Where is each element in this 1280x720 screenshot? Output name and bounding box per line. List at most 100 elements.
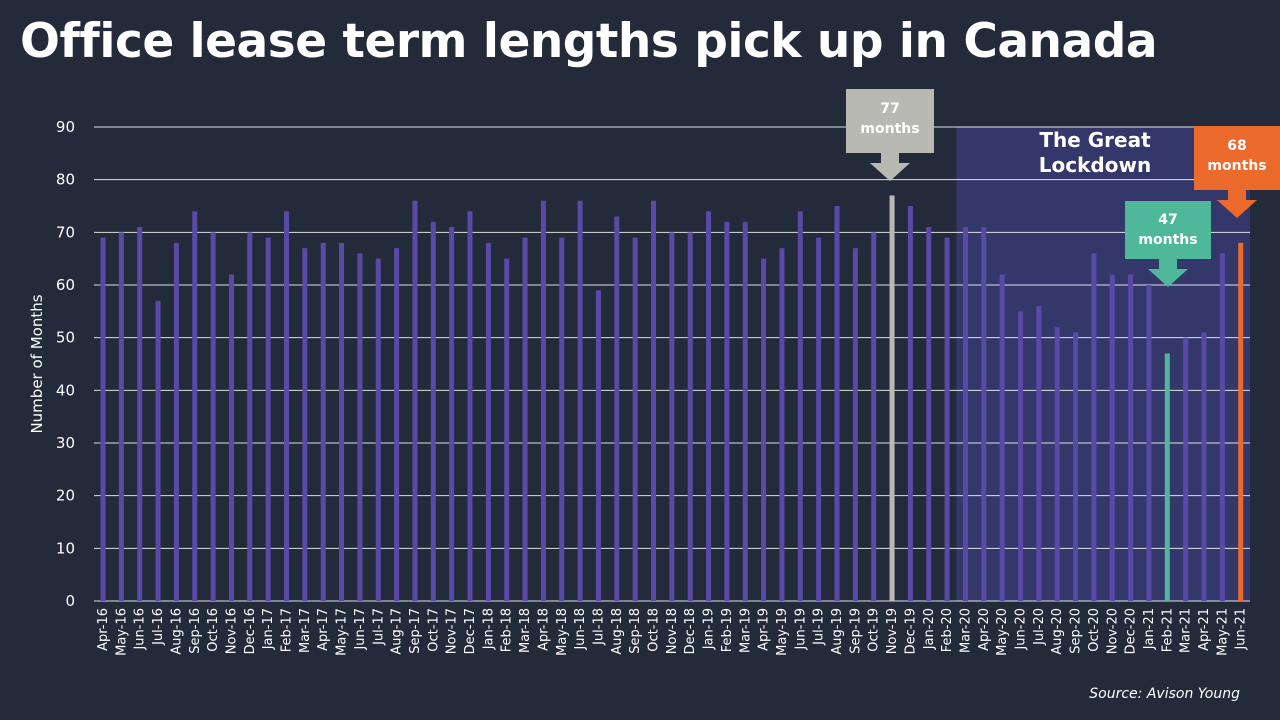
x-tick-label: Dec-17: [463, 608, 478, 654]
x-tick-label: Jul-19: [812, 608, 827, 646]
low-callout: 47 months: [1125, 201, 1211, 287]
bar-dec-18: [687, 232, 693, 602]
low-arrow-stem: [1159, 259, 1177, 269]
bar-feb-17: [284, 211, 289, 601]
x-tick-label: Jun-18: [573, 608, 588, 651]
bar-feb-19: [724, 221, 730, 602]
bar-mar-18: [522, 237, 528, 601]
x-tick-label: Nov-19: [885, 608, 900, 654]
low-callout-label: 47 months: [1125, 201, 1211, 259]
y-axis-title: Number of Months: [28, 294, 46, 433]
x-tick-label: Jan-18: [481, 608, 496, 650]
x-tick-label: Feb-20: [940, 608, 955, 652]
peak-callout-label: 77 months: [846, 89, 934, 153]
y-tick-label: 80: [56, 171, 75, 189]
latest-arrow-head: [1217, 200, 1257, 218]
x-tick-label: Mar-20: [958, 608, 973, 653]
x-tick-label: Jul-17: [371, 608, 386, 646]
bar-may-16: [118, 232, 124, 602]
x-tick-label: Apr-16: [96, 608, 111, 651]
x-tick-label: Jan-17: [261, 608, 276, 650]
bar-mar-21: [1183, 337, 1189, 601]
low-arrow-head: [1148, 269, 1188, 287]
x-tick-label: Jun-21: [1234, 608, 1249, 651]
bar-jul-16: [155, 300, 161, 601]
x-tick-label: Nov-18: [665, 608, 680, 654]
x-tick-label: Nov-17: [445, 608, 460, 654]
bar-jul-18: [595, 290, 601, 601]
y-tick-label: 70: [56, 223, 75, 241]
x-tick-label: Jul-16: [151, 608, 166, 646]
x-tick-label: May-17: [335, 608, 350, 656]
bar-mar-17: [302, 248, 308, 601]
bar-apr-18: [540, 200, 546, 601]
bar-jun-19: [797, 211, 803, 601]
bar-sep-16: [192, 211, 198, 601]
bar-jul-19: [816, 237, 822, 601]
bar-may-18: [559, 237, 565, 601]
bar-apr-19: [761, 258, 767, 601]
bar-oct-18: [651, 200, 656, 601]
x-tick-label: Feb-21: [1160, 608, 1175, 652]
bar-aug-18: [614, 216, 620, 602]
bar-mar-19: [742, 221, 748, 602]
bar-aug-19: [834, 206, 840, 601]
bar-aug-20: [1054, 327, 1060, 601]
y-tick-label: 40: [56, 381, 75, 399]
x-tick-label: Sep-16: [188, 608, 203, 654]
bar-jul-17: [375, 258, 381, 601]
bar-dec-16: [247, 232, 253, 602]
x-tick-label: Jun-19: [793, 608, 808, 651]
bar-sep-17: [412, 200, 418, 601]
x-tick-label: Jan-20: [922, 608, 937, 650]
y-tick-label: 20: [56, 487, 75, 505]
bar-feb-20: [944, 237, 950, 601]
x-tick-label: Aug-17: [390, 608, 405, 655]
y-tick-label: 0: [65, 592, 75, 610]
bar-feb-21: [1164, 353, 1170, 601]
bar-apr-16: [100, 237, 106, 601]
x-tick-label: Jun-16: [133, 608, 148, 651]
latest-arrow-stem: [1228, 190, 1246, 200]
bar-aug-16: [173, 242, 179, 601]
bar-may-17: [339, 242, 345, 601]
x-tick-label: Mar-18: [518, 608, 533, 653]
x-tick-label: Oct-18: [647, 608, 662, 652]
x-tick-label: Dec-19: [903, 608, 918, 654]
bar-feb-18: [504, 258, 510, 601]
x-tick-label: May-16: [114, 608, 129, 656]
x-tick-label: Feb-17: [280, 608, 295, 652]
x-tick-label: Sep-17: [408, 608, 423, 654]
bar-nov-17: [449, 227, 455, 602]
x-tick-label: Apr-21: [1197, 608, 1212, 651]
peak-arrow-head: [870, 163, 910, 181]
bar-nov-19: [889, 195, 895, 601]
x-tick-label: Dec-20: [1124, 608, 1139, 654]
y-tick-label: 60: [56, 276, 75, 294]
x-tick-label: Jun-20: [1014, 608, 1029, 651]
x-tick-label: May-20: [995, 608, 1010, 656]
x-tick-label: Oct-20: [1087, 608, 1102, 652]
bar-jan-19: [706, 211, 712, 601]
x-tick-label: Dec-18: [683, 608, 698, 654]
bar-nov-18: [669, 232, 675, 602]
y-tick-label: 90: [56, 118, 75, 136]
bar-jan-20: [926, 227, 932, 602]
bar-jan-21: [1146, 285, 1152, 601]
bar-apr-17: [320, 242, 326, 601]
bar-jun-20: [1018, 311, 1023, 601]
x-tick-label: Jan-19: [702, 608, 717, 650]
x-tick-label: Apr-18: [536, 608, 551, 651]
bar-nov-16: [228, 274, 234, 601]
peak-arrow-stem: [881, 153, 899, 163]
bar-apr-21: [1201, 332, 1207, 601]
x-tick-label: May-21: [1215, 608, 1230, 656]
x-tick-label: Apr-17: [316, 608, 331, 651]
x-tick-label: Oct-17: [426, 608, 441, 652]
x-tick-label: Feb-19: [720, 608, 735, 652]
bar-jun-16: [137, 227, 143, 602]
x-tick-label: Aug-20: [1050, 608, 1065, 655]
bar-sep-19: [852, 248, 858, 601]
x-tick-label: May-19: [775, 608, 790, 656]
